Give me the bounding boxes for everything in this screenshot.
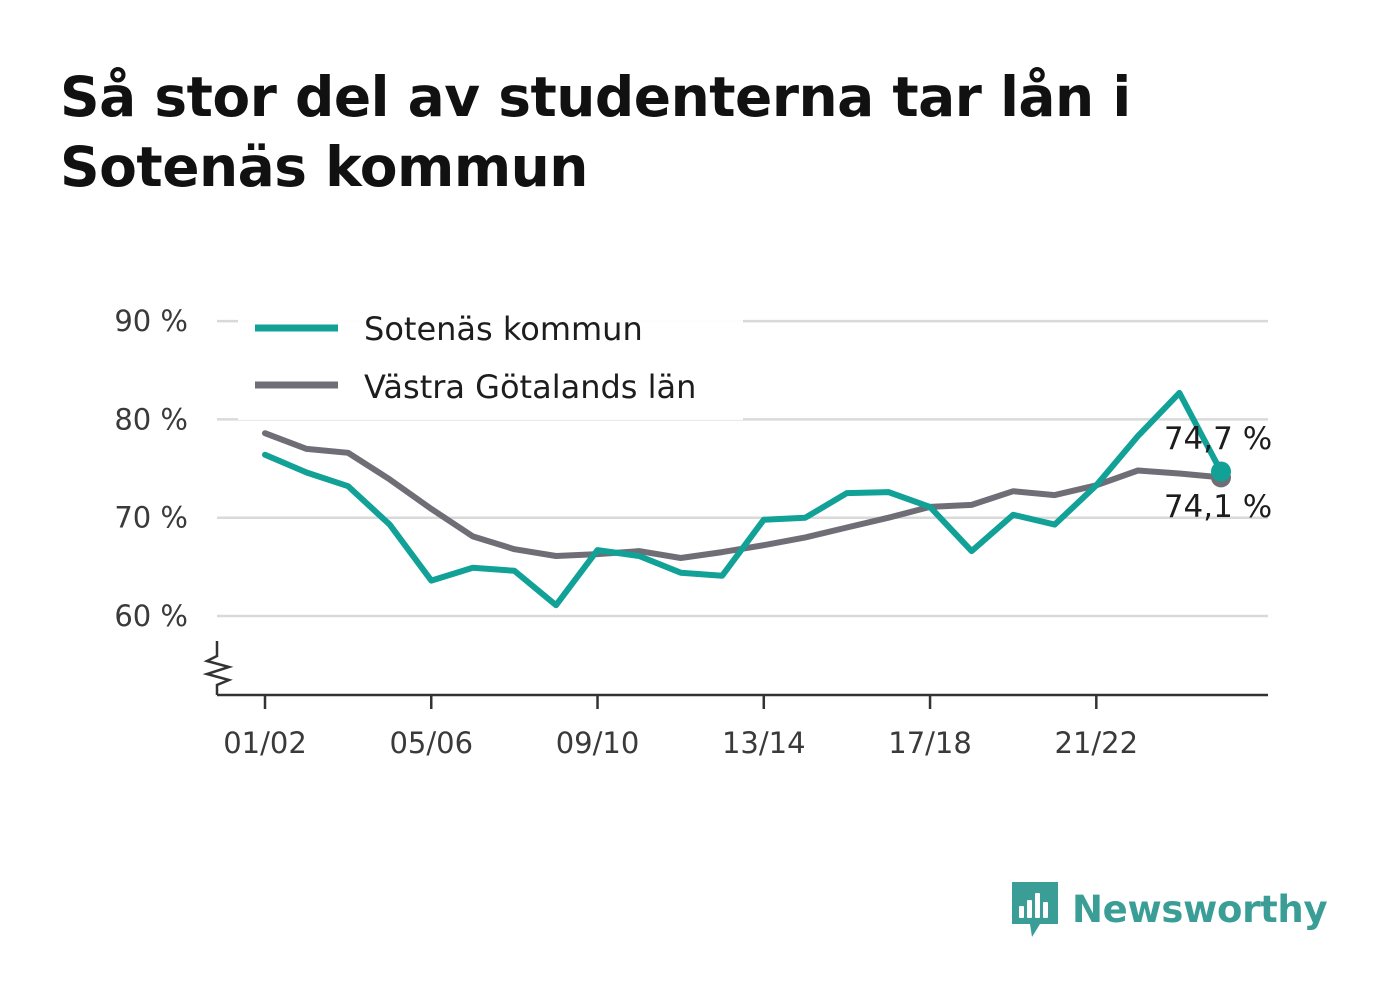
y-tick-label: 70 % (114, 501, 188, 535)
brand-logo: Newsworthy (1010, 878, 1328, 940)
legend: Sotenäs kommun Västra Götalands län (238, 302, 743, 420)
legend-label-vastra-gotaland: Västra Götalands län (364, 368, 696, 406)
x-tick-label: 17/18 (888, 726, 972, 760)
brand-name: Newsworthy (1072, 887, 1328, 931)
axes (202, 641, 1268, 697)
x-tick-labels: 01/02 05/06 09/10 13/14 17/18 21/22 (223, 695, 1138, 760)
y-tick-label: 80 % (114, 402, 188, 436)
x-tick-label: 01/02 (223, 726, 307, 760)
end-label-sotenas: 74,7 % (1164, 421, 1272, 457)
y-tick-label: 90 % (114, 304, 188, 338)
end-label-vastra-gotaland: 74,1 % (1164, 489, 1272, 525)
series-line-0 (262, 389, 1224, 609)
end-labels: 74,7 % 74,1 % (1164, 421, 1272, 525)
x-tick-label: 13/14 (722, 726, 806, 760)
y-axis-break (202, 641, 234, 695)
series-line-1 (262, 430, 1224, 561)
legend-background (238, 302, 743, 420)
series-lines (262, 389, 1231, 609)
x-tick-label: 09/10 (556, 726, 640, 760)
newsworthy-logo-icon (1012, 882, 1058, 937)
y-tick-labels: 60 % 70 % 80 % 90 % (114, 304, 188, 633)
legend-label-sotenas: Sotenäs kommun (364, 310, 643, 348)
chart-title: Så stor del av studenterna tar lån i Sot… (60, 65, 1131, 199)
y-tick-label: 60 % (114, 599, 188, 633)
x-tick-label: 21/22 (1055, 726, 1139, 760)
series-end-marker-0 (1211, 461, 1231, 482)
x-tick-label: 05/06 (389, 726, 473, 760)
